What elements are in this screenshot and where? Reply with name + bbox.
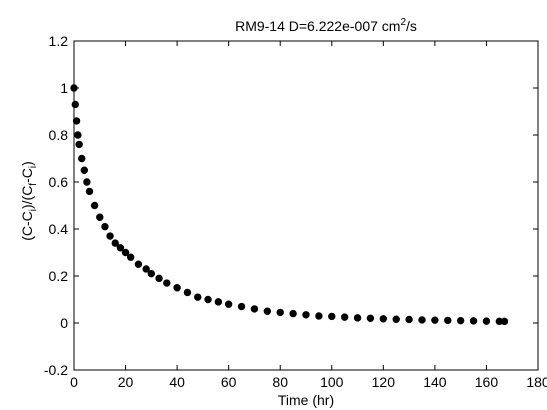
data-point (83, 178, 91, 186)
data-point (173, 284, 181, 292)
data-point (469, 317, 478, 325)
y-tick-label: 0.8 (49, 127, 69, 143)
data-point (116, 244, 125, 252)
data-point (328, 312, 336, 321)
data-point (250, 305, 259, 313)
data-point (134, 260, 143, 268)
data-point (237, 302, 246, 311)
x-tick-label: 120 (372, 374, 396, 390)
data-point (405, 315, 413, 324)
data-point (431, 316, 439, 324)
x-tick-label: 40 (169, 374, 185, 390)
data-point (127, 253, 135, 261)
data-point (379, 315, 388, 323)
data-point (456, 316, 465, 325)
data-point (74, 131, 82, 139)
x-tick-label: 100 (320, 374, 344, 390)
x-tick-label: 160 (475, 374, 499, 390)
data-point (183, 288, 192, 297)
y-tick-label: 1 (60, 80, 68, 96)
data-point (366, 314, 375, 322)
x-tick-label: 0 (70, 374, 78, 390)
data-point (106, 232, 114, 240)
x-tick-label: 20 (118, 374, 134, 390)
y-axis-ticks: -0.2 0 0.2 0.4 0.6 0.8 1 1.2 (44, 33, 538, 378)
data-point (418, 316, 426, 324)
data-point (75, 140, 83, 149)
data-point (263, 307, 272, 315)
chart-title: RM9-14 D=6.222e-007 cm2/s (235, 17, 417, 34)
data-point (302, 311, 310, 319)
data-point (289, 309, 297, 318)
data-series (70, 84, 509, 326)
data-point (214, 298, 223, 306)
data-point (163, 279, 171, 287)
plot-area (73, 40, 539, 371)
data-point (72, 117, 81, 125)
data-point (155, 274, 163, 283)
x-tick-label: 60 (221, 374, 237, 390)
data-point (111, 239, 119, 247)
x-tick-label: 180 (526, 374, 547, 390)
y-tick-label: 0 (60, 315, 68, 331)
data-point (224, 300, 233, 308)
y-tick-label: 0.4 (49, 221, 69, 237)
data-point (276, 308, 284, 317)
data-point (353, 314, 362, 322)
plot-frame (73, 40, 539, 371)
data-point (315, 312, 323, 320)
data-point (482, 317, 491, 325)
x-tick-label: 80 (272, 374, 288, 390)
data-point (70, 84, 78, 92)
data-point (340, 313, 349, 321)
y-tick-label: 0.6 (49, 174, 69, 190)
data-point (194, 293, 202, 301)
y-tick-label: 0.2 (49, 268, 69, 284)
data-point (392, 315, 400, 323)
data-point (204, 295, 212, 304)
data-point (147, 269, 156, 278)
x-axis-label: Time (hr) (278, 392, 334, 408)
data-point (85, 187, 94, 196)
x-tick-label: 140 (423, 374, 447, 390)
data-point (500, 317, 509, 326)
y-tick-label: 1.2 (49, 33, 69, 49)
data-point (101, 222, 109, 231)
data-point (78, 154, 86, 163)
data-point (90, 201, 99, 210)
data-point (71, 100, 79, 109)
y-axis-label: (C-Ci)/(Cf-Ci) (19, 161, 39, 241)
data-point (121, 248, 130, 257)
y-tick-label: -0.2 (44, 362, 68, 378)
data-point (444, 316, 452, 325)
data-point (142, 265, 150, 273)
data-point (96, 213, 104, 221)
x-axis-ticks: 0 20 40 60 80 100 120 140 160 180 (70, 41, 547, 390)
data-point (80, 166, 89, 174)
